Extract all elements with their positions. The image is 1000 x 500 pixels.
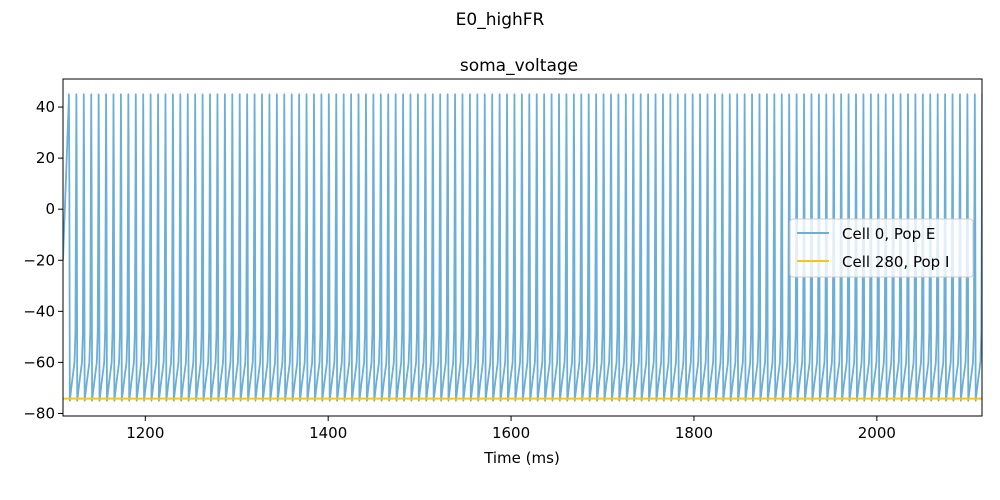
x-tick-label-1600: 1600 [492,424,530,442]
plot-frame [62,78,983,417]
x-axis-label: Time (ms) [483,449,560,467]
y-tick-label-4: 0 [45,200,55,218]
y-tick-label-0: −80 [23,404,55,422]
chart-title: soma_voltage [460,56,578,76]
figure-suptitle: E0_highFR [456,10,545,30]
x-tick-label-1800: 1800 [675,424,713,442]
y-tick-label-2: −40 [23,302,55,320]
y-tick-label-1: −60 [23,353,55,371]
ticks-layer: 1200 1400 1600 1800 2000 −80 −60 −40 −20 0 20 40 [23,98,896,442]
x-tick-label-1200: 1200 [126,424,164,442]
y-tick-label-5: 20 [36,149,55,167]
legend-box [789,218,974,278]
y-tick-label-3: −20 [23,251,55,269]
x-tick-label-1400: 1400 [309,424,347,442]
x-tick-label-2000: 2000 [858,424,896,442]
y-tick-label-6: 40 [36,98,55,116]
legend-label-cell-280: Cell 280, Pop I [842,253,949,271]
legend: Cell 0, Pop E Cell 280, Pop I [789,218,974,278]
legend-label-cell-0: Cell 0, Pop E [842,225,935,243]
